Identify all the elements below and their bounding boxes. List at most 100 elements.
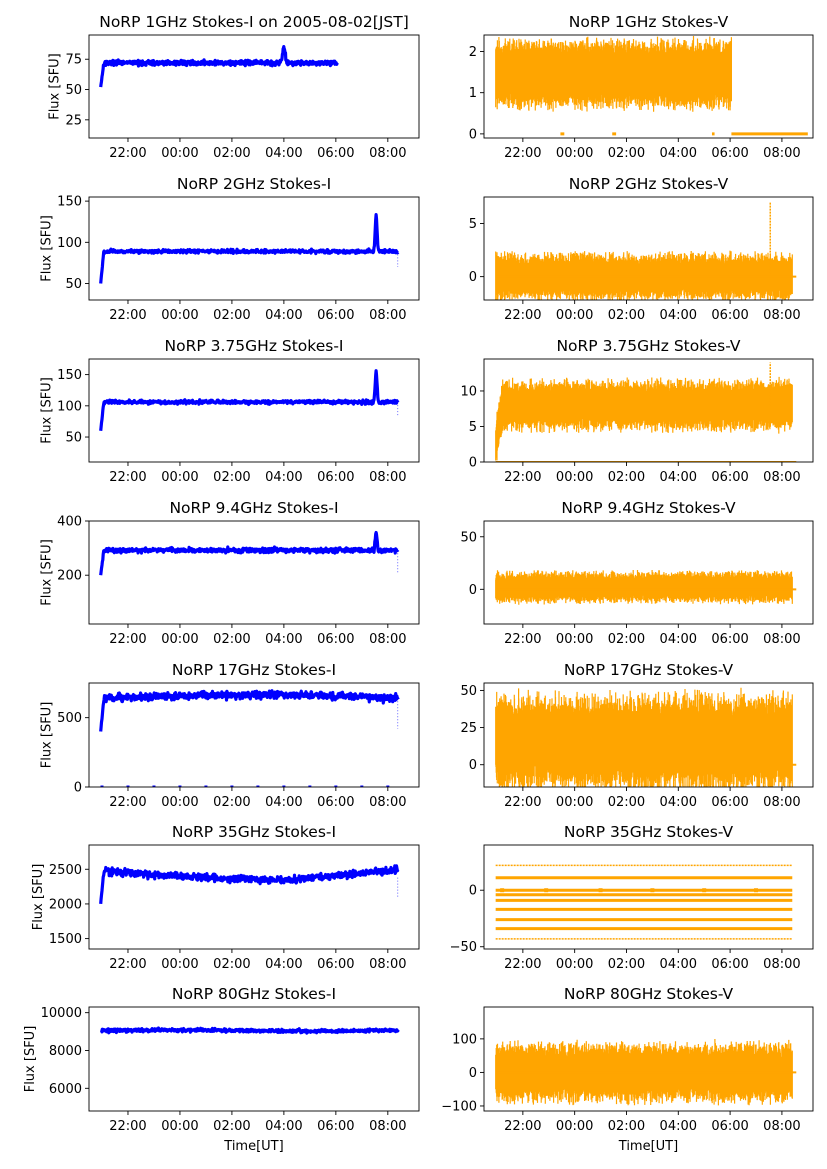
y-tick-label: 1500	[49, 932, 82, 947]
y-tick-label: 2500	[49, 863, 82, 878]
y-tick-label: 100	[452, 1032, 477, 1047]
axes-frame	[88, 196, 420, 301]
x-tick-label: 08:00	[369, 632, 406, 647]
x-tick-label: 02:00	[608, 632, 645, 647]
stokes-i-trace	[99, 1026, 400, 1035]
x-tick-label: 06:00	[711, 146, 748, 161]
stokes-i-trace	[99, 369, 400, 431]
panel-v6: 22:00 00:00 02:00 04:00 06:00 08:00 −50 0 NoRP 3…	[450, 823, 814, 972]
x-tick-label: 00:00	[161, 308, 198, 323]
series-stokes-v	[495, 362, 797, 462]
y-tick-label: 50	[65, 277, 82, 292]
zero-marker	[256, 785, 260, 787]
axes-frame	[483, 34, 814, 139]
y-tick-label: 0	[74, 781, 82, 796]
panel-title: NoRP 1GHz Stokes-I on 2005-08-02[JST]	[99, 13, 409, 31]
axes-frame	[483, 358, 814, 463]
panel-title: NoRP 3.75GHz Stokes-I	[165, 337, 344, 355]
series-stokes-i	[99, 689, 400, 787]
y-tick-label: 100	[57, 399, 82, 414]
x-tick-label: 04:00	[265, 470, 302, 485]
y-tick-label: 50	[65, 431, 82, 446]
x-tick-label: 02:00	[213, 1119, 250, 1134]
x-tick-label: 02:00	[608, 470, 645, 485]
stokes-v-point	[650, 888, 655, 893]
y-tick-label: 5	[469, 420, 477, 435]
panel-title: NoRP 1GHz Stokes-V	[569, 13, 729, 31]
x-tick-label: 00:00	[556, 470, 593, 485]
series-stokes-i	[99, 1026, 400, 1035]
x-tick-label: 06:00	[317, 308, 354, 323]
x-tick-label: 04:00	[265, 632, 302, 647]
y-tick-label: 0	[469, 884, 477, 899]
x-tick-label: 22:00	[109, 632, 146, 647]
x-tick-label: 04:00	[660, 470, 697, 485]
x-tick-label: 08:00	[369, 470, 406, 485]
panel-v5: 22:00 00:00 02:00 04:00 06:00 08:00 0 25 50 NoRP …	[460, 661, 814, 810]
x-tick-label: 08:00	[369, 146, 406, 161]
x-tick-label: 06:00	[711, 957, 748, 972]
x-tick-label: 00:00	[556, 957, 593, 972]
x-tick-label: 04:00	[265, 1119, 302, 1134]
stokes-v-band	[495, 570, 793, 605]
x-tick-label: 22:00	[504, 795, 541, 810]
axes-frame	[88, 844, 420, 950]
x-tick-label: 02:00	[213, 470, 250, 485]
stokes-v-band	[495, 36, 732, 112]
zero-marker	[334, 785, 338, 787]
zero-marker	[152, 785, 156, 787]
panel-i4: 22:00 00:00 02:00 04:00 06:00 08:00 200 400 NoRP…	[39, 499, 420, 647]
x-tick-label: 08:00	[763, 1119, 800, 1134]
x-tick-label: 06:00	[317, 795, 354, 810]
x-tick-label: 22:00	[504, 957, 541, 972]
y-axis-label: Flux [SFU]	[39, 215, 54, 282]
zero-marker	[126, 785, 130, 787]
x-tick-label: 06:00	[711, 632, 748, 647]
x-tick-label: 22:00	[109, 308, 146, 323]
x-tick-label: 08:00	[369, 1119, 406, 1134]
zero-marker	[204, 785, 208, 787]
x-tick-label: 08:00	[763, 632, 800, 647]
zero-marker	[230, 785, 234, 787]
series-stokes-v	[495, 570, 797, 605]
series-stokes-i	[99, 530, 400, 576]
panel-v1: 22:00 00:00 02:00 04:00 06:00 08:00 0 1 2 NoRP 1G…	[469, 13, 814, 161]
axes-frame	[88, 520, 420, 625]
x-tick-label: 08:00	[369, 957, 406, 972]
series-stokes-i	[99, 213, 400, 284]
stokes-i-trace	[99, 530, 400, 576]
zero-marker	[386, 785, 390, 787]
panel-i7: 22:00 00:00 02:00 04:00 06:00 08:00 6000 8000 10…	[23, 985, 420, 1154]
x-tick-label: 06:00	[711, 470, 748, 485]
x-tick-label: 06:00	[711, 1119, 748, 1134]
y-tick-label: 10	[460, 384, 477, 399]
series-stokes-v	[495, 1039, 797, 1106]
x-tick-label: 04:00	[660, 632, 697, 647]
series-stokes-v	[495, 202, 797, 300]
y-axis-label: Flux [SFU]	[39, 377, 54, 444]
y-tick-label: −50	[450, 940, 477, 955]
panel-v3: 22:00 00:00 02:00 04:00 06:00 08:00 0 5 10 NoRP 3…	[460, 337, 814, 485]
y-tick-label: 400	[57, 515, 82, 530]
y-axis-label: Flux [SFU]	[31, 864, 46, 931]
x-tick-label: 22:00	[109, 146, 146, 161]
axes-frame	[88, 34, 420, 139]
axes-frame	[483, 844, 814, 950]
x-tick-label: 22:00	[504, 632, 541, 647]
x-tick-label: 02:00	[213, 957, 250, 972]
x-tick-label: 22:00	[504, 308, 541, 323]
stokes-v-band	[495, 376, 793, 461]
zero-marker	[360, 785, 364, 787]
x-tick-label: 04:00	[660, 795, 697, 810]
x-tick-label: 00:00	[161, 1119, 198, 1134]
stokes-i-trace	[99, 213, 400, 284]
y-tick-label: 2000	[49, 897, 82, 912]
stokes-v-point	[598, 888, 603, 893]
y-tick-label: 100	[57, 236, 82, 251]
x-tick-label: 02:00	[608, 795, 645, 810]
x-axis-label: Time[UT]	[223, 1139, 283, 1154]
x-axis-label: Time[UT]	[618, 1139, 678, 1154]
panel-title: NoRP 17GHz Stokes-I	[172, 661, 336, 679]
x-tick-label: 00:00	[556, 632, 593, 647]
x-tick-label: 02:00	[213, 146, 250, 161]
